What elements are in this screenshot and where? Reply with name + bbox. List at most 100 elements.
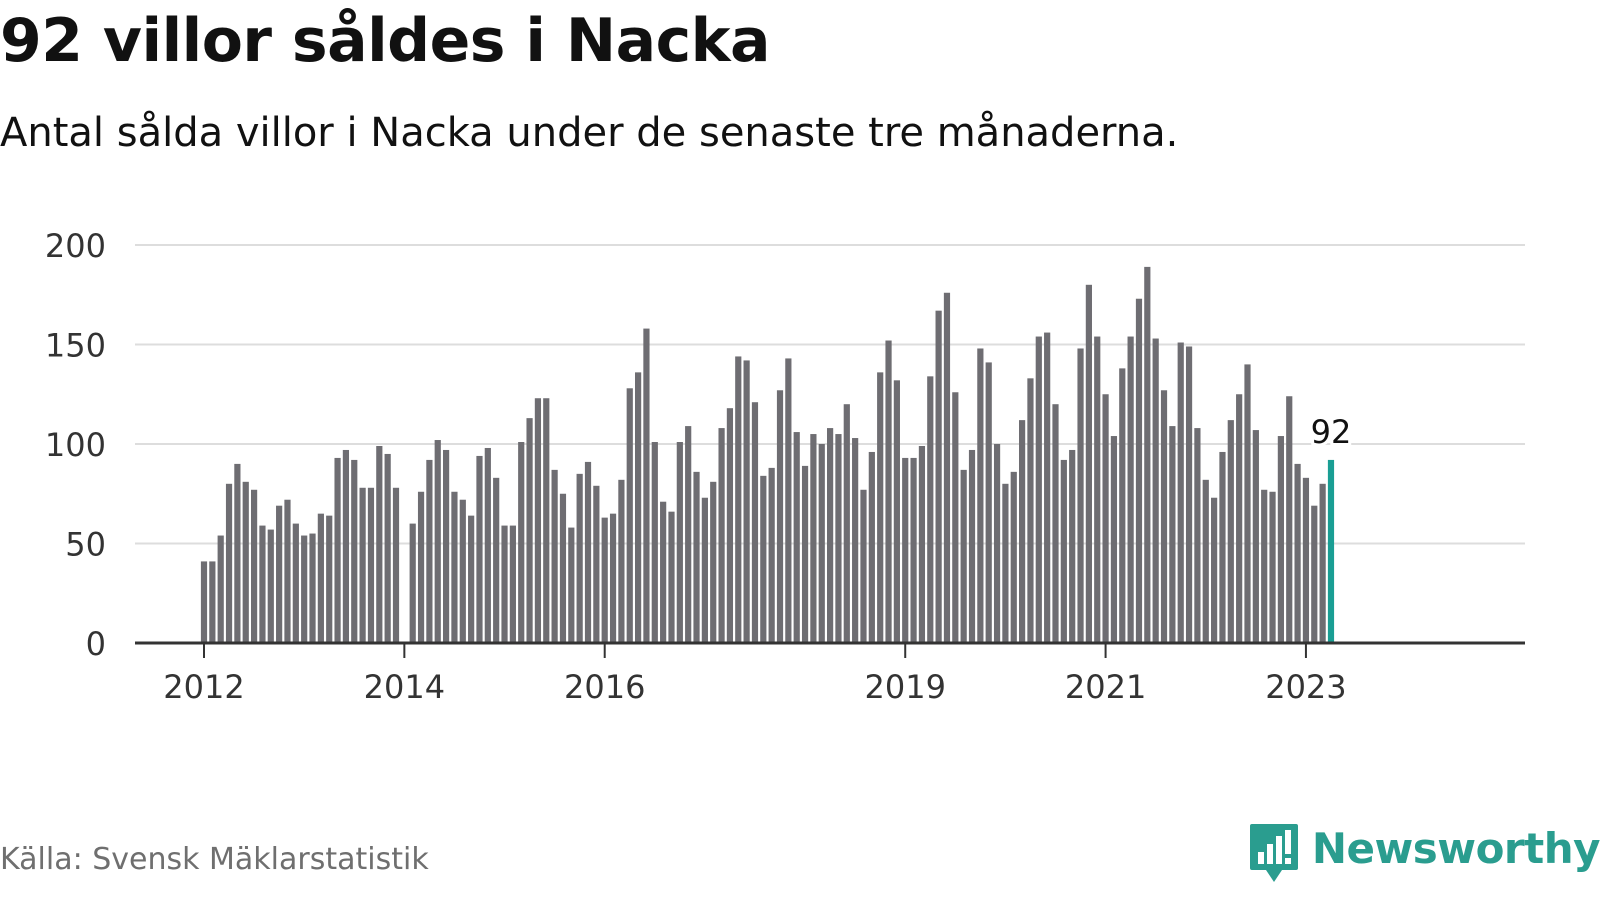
bar: [960, 469, 967, 643]
bar: [693, 471, 700, 643]
bar: [209, 561, 216, 643]
bar: [593, 485, 600, 643]
chart-title: 92 villor såldes i Nacka: [0, 6, 771, 76]
bar: [301, 535, 308, 643]
bar: [276, 505, 283, 643]
bar: [409, 523, 416, 643]
data-labels: 92: [1308, 410, 1355, 454]
bar: [284, 499, 291, 643]
bar: [1002, 483, 1009, 643]
bar: [250, 489, 258, 643]
bar: [534, 398, 542, 643]
bar: [1311, 505, 1318, 643]
bar: [367, 487, 375, 643]
bar: [1244, 364, 1251, 643]
bar: [1019, 420, 1026, 643]
x-tick-label: 2016: [564, 668, 645, 706]
newsworthy-logo-icon: [1249, 824, 1298, 882]
x-tick-label: 2019: [865, 668, 946, 706]
bar: [1319, 483, 1326, 643]
bar: [225, 483, 233, 643]
bar: [877, 372, 884, 643]
bar: [334, 457, 341, 643]
bar: [559, 493, 567, 643]
bar: [1269, 491, 1276, 643]
chart-subtitle: Antal sålda villor i Nacka under de sena…: [0, 110, 1179, 156]
bar: [568, 527, 575, 643]
bar: [1227, 420, 1234, 643]
y-tick-label: 100: [45, 426, 106, 464]
bar: [384, 453, 391, 643]
y-tick-label: 150: [45, 327, 106, 365]
bar: [342, 449, 350, 643]
bar: [710, 481, 717, 643]
bar: [660, 501, 667, 643]
bar: [543, 398, 550, 643]
bar: [217, 535, 224, 643]
bar: [1010, 471, 1017, 643]
newsworthy-brand[interactable]: Newsworthy: [1248, 822, 1600, 886]
bar: [868, 451, 875, 643]
bar: [1160, 390, 1168, 643]
bar: [1035, 336, 1042, 643]
bar: [451, 491, 458, 643]
bar: [392, 487, 400, 643]
bar: [1236, 394, 1243, 643]
bar: [910, 457, 917, 643]
bar: [685, 426, 692, 643]
bar: [1052, 404, 1059, 643]
bar: [417, 491, 425, 643]
y-tick-label: 50: [65, 526, 106, 564]
bar: [1085, 284, 1092, 643]
bar: [1177, 342, 1184, 643]
x-tick-label: 2012: [163, 668, 244, 706]
bar: [1094, 336, 1101, 643]
bar: [776, 390, 784, 643]
bar: [760, 475, 767, 643]
bar: [1252, 430, 1259, 643]
bar: [1211, 497, 1218, 643]
bar: [1302, 477, 1310, 643]
bar: [351, 459, 358, 643]
bar: [584, 461, 592, 643]
bar: [635, 372, 642, 643]
bar: [793, 432, 800, 643]
bar: [810, 434, 817, 643]
brand-name: Newsworthy: [1311, 823, 1600, 873]
bar: [376, 445, 383, 643]
x-axis-ticks: 2012 2014 2016 2019 2021 2023: [163, 643, 1347, 706]
bar: [751, 402, 759, 643]
bar: [735, 356, 742, 643]
bar: [852, 438, 859, 643]
bar: [1127, 336, 1134, 643]
bar: [317, 513, 324, 643]
bar: [1060, 459, 1067, 643]
bar: [434, 440, 441, 643]
bar: [676, 442, 683, 643]
bar: [509, 525, 516, 643]
bar: [1077, 348, 1084, 643]
bar: [860, 489, 867, 643]
bar-chart: 0 50 100 150 200 2012 2014 2016 2019 2021 2023 92: [45, 227, 1525, 706]
bar: [985, 362, 992, 643]
bar: [1069, 449, 1076, 643]
bar: [1219, 451, 1226, 643]
bar: [200, 561, 208, 643]
bar: [1135, 298, 1143, 643]
bar: [701, 497, 708, 643]
bar: [626, 388, 633, 643]
bar: [442, 449, 450, 643]
bar: [267, 529, 274, 643]
bar: [601, 517, 608, 643]
bar: [1152, 338, 1159, 643]
source-note: Källa: Svensk Mäklarstatistik: [0, 842, 429, 877]
bar: [835, 434, 842, 643]
highlight-data-label: 92: [1311, 413, 1352, 451]
bar: [893, 380, 900, 643]
y-tick-label: 200: [45, 227, 106, 265]
bar: [968, 449, 976, 643]
bar: [326, 515, 333, 643]
bar: [1119, 368, 1126, 643]
bar: [927, 376, 934, 643]
bar: [242, 481, 249, 643]
